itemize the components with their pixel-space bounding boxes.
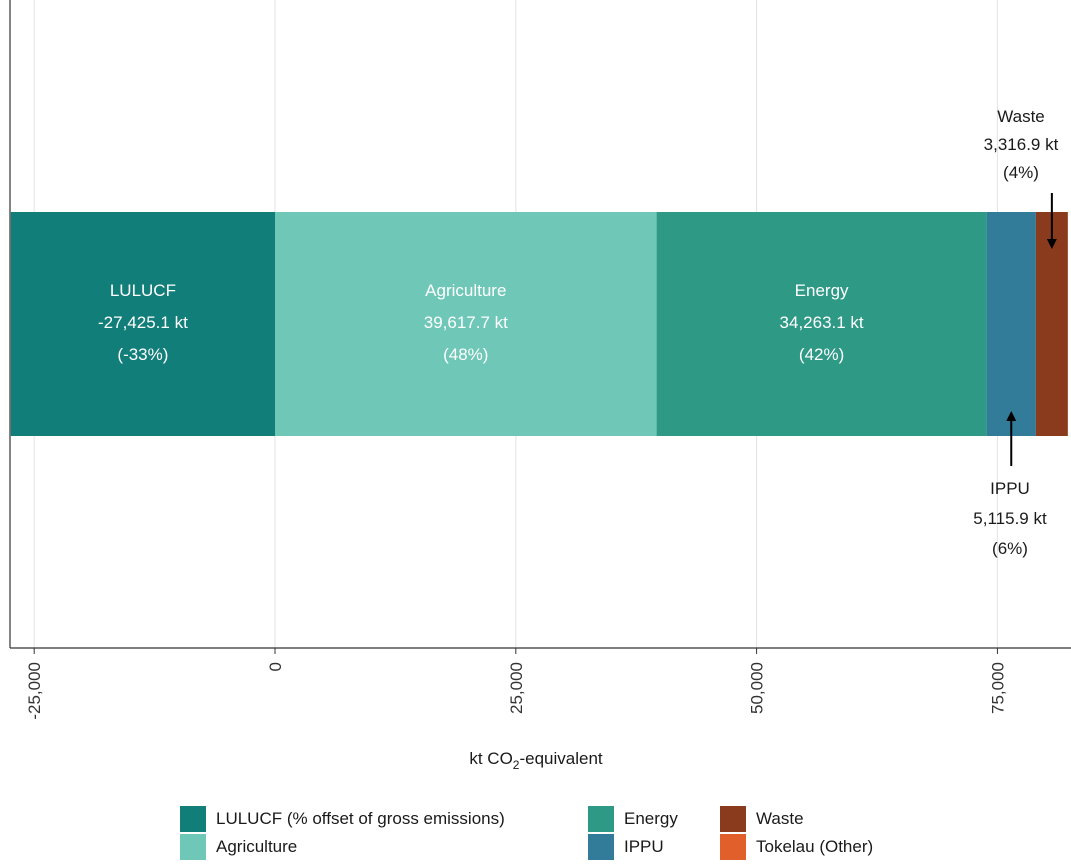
callout-waste-name: Waste: [997, 107, 1045, 126]
bar-label-lulucf-pct: (-33%): [117, 345, 168, 364]
bar-label-agriculture-value: 39,617.7 kt: [424, 313, 508, 332]
bar-agriculture: [275, 212, 657, 436]
callout-waste-pct: (4%): [1003, 163, 1039, 182]
legend-item-agriculture: Agriculture: [180, 834, 297, 860]
bar-lulucf: [10, 212, 276, 436]
legend-label-lulucf: LULUCF (% offset of gross emissions): [216, 809, 505, 828]
x-axis-ticks: -25,000 0 25,000 50,000 75,000: [25, 648, 1007, 720]
legend-item-lulucf: LULUCF (% offset of gross emissions): [180, 806, 505, 832]
stacked-bar: [10, 212, 1068, 436]
legend-label-waste: Waste: [756, 809, 804, 828]
bar-ippu: [986, 212, 1036, 436]
legend-swatch-waste: [720, 806, 746, 832]
legend-label-agriculture: Agriculture: [216, 837, 298, 856]
legend-label-energy: Energy: [624, 809, 678, 828]
bar-label-agriculture-pct: (48%): [443, 345, 488, 364]
legend-item-ippu: IPPU: [588, 834, 664, 860]
legend-swatch-tokelau: [720, 834, 746, 860]
x-tick-label: 0: [266, 662, 285, 671]
x-tick-label: 75,000: [988, 662, 1007, 714]
bar-label-lulucf-name: LULUCF: [110, 281, 176, 300]
x-axis-title-main: kt CO: [469, 749, 512, 768]
legend-item-tokelau: Tokelau (Other): [720, 834, 873, 860]
bar-label-energy-pct: (42%): [799, 345, 844, 364]
legend-swatch-ippu: [588, 834, 614, 860]
legend-item-waste: Waste: [720, 806, 804, 832]
legend-label-ippu: IPPU: [624, 837, 664, 856]
legend-swatch-energy: [588, 806, 614, 832]
bar-label-energy-value: 34,263.1 kt: [780, 313, 864, 332]
bar-label-lulucf-value: -27,425.1 kt: [98, 313, 188, 332]
bar-labels: LULUCF -27,425.1 kt (-33%) Agriculture 39,61…: [98, 281, 864, 364]
legend: LULUCF (% offset of gross emissions) Agri…: [180, 806, 1060, 866]
x-axis-title: kt CO2-equivalent: [469, 749, 603, 772]
x-tick-label: 50,000: [748, 662, 767, 714]
bar-label-agriculture-name: Agriculture: [425, 281, 506, 300]
x-axis-title-suffix: -equivalent: [519, 749, 602, 768]
callout-ippu-pct: (6%): [992, 539, 1028, 558]
x-tick-label: 25,000: [507, 662, 526, 714]
callout-waste-value: 3,316.9 kt: [984, 135, 1059, 154]
legend-swatch-lulucf: [180, 806, 206, 832]
bar-energy: [656, 212, 987, 436]
bar-waste: [1035, 212, 1068, 436]
callout-ippu-value: 5,115.9 kt: [973, 509, 1047, 528]
legend-label-tokelau: Tokelau (Other): [756, 837, 874, 856]
callout-ippu-name: IPPU: [990, 479, 1030, 498]
legend-item-energy: Energy: [588, 806, 678, 832]
x-tick-label: -25,000: [25, 662, 44, 720]
x-axis-title-subscript: 2: [513, 758, 520, 772]
callout-labels: Waste 3,316.9 kt (4%) IPPU 5,115.9 kt (6%): [973, 107, 1058, 558]
bar-label-energy-name: Energy: [795, 281, 849, 300]
legend-swatch-agriculture: [180, 834, 206, 860]
